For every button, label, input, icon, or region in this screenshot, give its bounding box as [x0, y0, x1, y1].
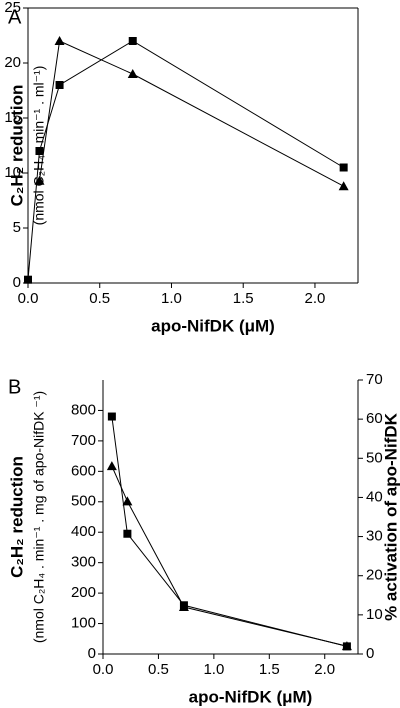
triangle-marker: [106, 461, 117, 471]
y-tick-label: 300: [71, 554, 96, 571]
triangle-marker: [338, 181, 349, 191]
series-line: [27, 40, 344, 280]
x-tick-label: 0.5: [89, 290, 110, 307]
y-tick-label: 600: [71, 462, 96, 479]
y-tick-label: 500: [71, 493, 96, 510]
square-marker: [24, 275, 32, 284]
y-tick-label: 100: [71, 615, 96, 632]
y2-tick-label: 70: [366, 371, 383, 388]
panel-letter: A: [8, 6, 22, 28]
y2-tick-label: 10: [366, 606, 383, 623]
y-tick-label: 20: [4, 54, 21, 71]
y-tick-label: 800: [71, 401, 96, 418]
y2-tick-label: 30: [366, 528, 383, 545]
series-line: [38, 40, 344, 187]
triangle-marker: [127, 69, 138, 78]
y2-tick-label: 40: [366, 488, 383, 505]
square-marker: [35, 147, 44, 155]
x-tick-label: 2.0: [305, 290, 326, 307]
y-tick-label: 15: [4, 109, 21, 126]
x-tick-label: 1.0: [203, 661, 224, 678]
y-axis-sublabel: (nmol C₂H₄ . min⁻¹ . mg of apo-NifDK ⁻¹): [31, 391, 47, 643]
square-marker: [339, 163, 348, 172]
y2-tick-label: 60: [366, 410, 383, 427]
y-tick-label: 0: [88, 645, 96, 662]
x-tick-label: 1.5: [259, 661, 280, 678]
y-tick-label: 200: [71, 584, 96, 601]
y-tick-label: 700: [71, 432, 96, 449]
y2-tick-label: 0: [366, 645, 374, 662]
y-tick-label: 0: [13, 274, 21, 291]
triangle-marker: [34, 175, 45, 185]
y-axis-label: C₂H₂ reduction: [7, 85, 26, 207]
square-marker: [55, 81, 64, 89]
x-tick-label: 1.5: [233, 290, 254, 307]
panel-letter: B: [8, 376, 21, 398]
triangle-marker: [341, 641, 352, 651]
triangle-marker: [178, 602, 189, 612]
triangle-marker: [122, 496, 133, 506]
y-tick-label: 5: [13, 219, 21, 236]
square-marker: [128, 37, 137, 45]
series-line: [111, 416, 348, 647]
y2-tick-label: 20: [366, 567, 383, 584]
y-tick-label: 10: [4, 164, 21, 181]
x-tick-label: 2.0: [314, 661, 335, 678]
triangle-marker: [54, 36, 65, 45]
x-tick-label: 1.0: [161, 290, 182, 307]
square-marker: [107, 412, 116, 421]
x-tick-label: 0.0: [18, 290, 39, 307]
x-axis-label: apo-NifDK (μM): [189, 687, 313, 706]
x-tick-label: 0.5: [148, 661, 169, 678]
y2-tick-label: 50: [366, 449, 383, 466]
y2-axis-label: % activation of apo-NifDK: [381, 412, 400, 621]
y-axis-label: C₂H₂ reduction: [7, 456, 26, 578]
x-tick-label: 0.0: [93, 661, 114, 678]
y-axis-sublabel: (nmol C₂H₄ . min⁻¹ . ml⁻¹): [31, 66, 47, 226]
series-line: [111, 465, 348, 647]
square-marker: [123, 529, 132, 538]
y-tick-label: 25: [4, 0, 21, 16]
y-tick-label: 400: [71, 523, 96, 540]
x-axis-label: apo-NifDK (μM): [151, 316, 275, 335]
